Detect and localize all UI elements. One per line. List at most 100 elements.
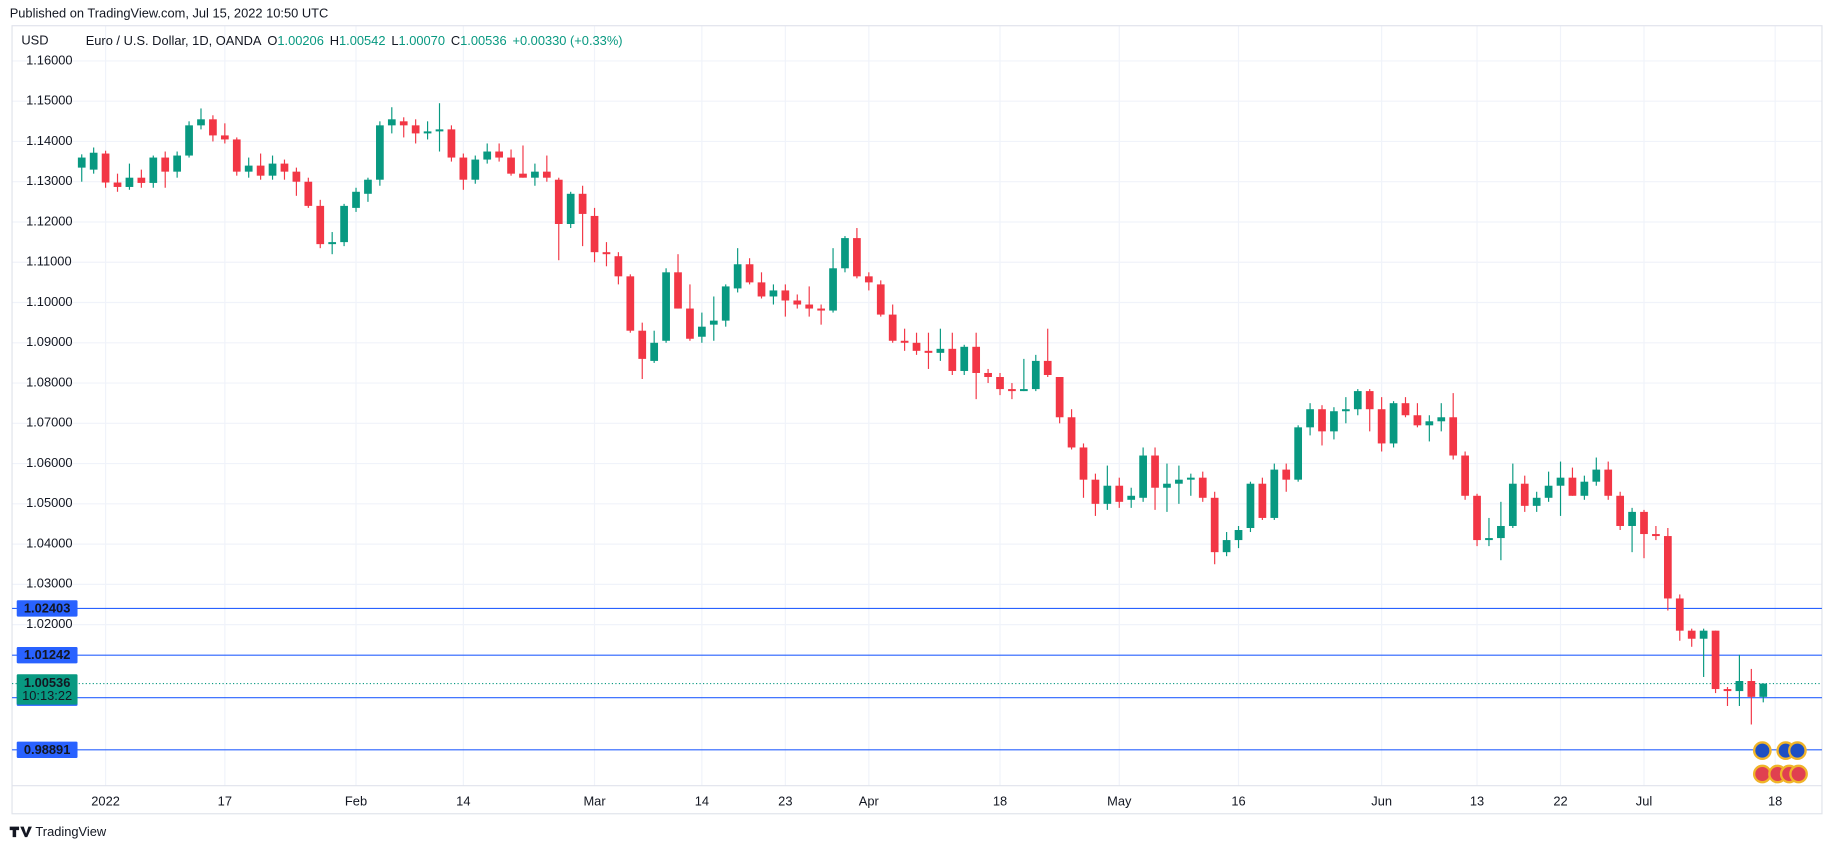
candle-body (220, 135, 229, 140)
candle-body (1151, 455, 1159, 488)
candle-body (161, 157, 170, 172)
candle-body (1532, 497, 1541, 506)
candle-body (769, 290, 778, 297)
currency-label: USD (21, 32, 48, 47)
candle-body (89, 152, 98, 170)
candle-body (1497, 525, 1505, 539)
candle-body (447, 129, 456, 158)
candle-body (399, 121, 408, 126)
candle-body (1520, 483, 1529, 506)
candle-body (495, 151, 503, 158)
x-tick-label: 2022 (91, 793, 120, 808)
candle-body (745, 264, 754, 283)
x-tick-label: 22 (1553, 793, 1567, 808)
y-tick-label: 1.04000 (26, 535, 72, 550)
candle-body (1306, 409, 1314, 428)
candle-body (316, 205, 325, 245)
candle-body (101, 153, 110, 183)
candle-body (113, 182, 122, 187)
y-tick-label: 1.10000 (26, 294, 72, 309)
candle-body (1294, 427, 1303, 480)
candle-body (542, 171, 551, 178)
candle-body (1628, 511, 1636, 526)
candle-layer (77, 103, 1768, 725)
candle-body (996, 377, 1004, 390)
candle-body (1652, 534, 1660, 537)
x-tick-label: 14 (456, 793, 470, 808)
event-icon (1752, 741, 1772, 760)
candle-body (1353, 391, 1362, 410)
candle-body (853, 238, 861, 277)
candle-body (1091, 479, 1100, 504)
candle-body (411, 125, 420, 134)
candle-body (340, 205, 348, 243)
candle-body (1175, 479, 1183, 484)
candle-body (1222, 540, 1231, 553)
candle-body (554, 179, 563, 224)
candle-body (1616, 495, 1625, 526)
candle-body (149, 157, 158, 183)
candle-body (1759, 683, 1768, 697)
candle-body (614, 256, 623, 277)
candle-body (864, 276, 873, 283)
candle-body (1139, 455, 1147, 498)
candle-body (662, 272, 670, 341)
price-line-tag (16, 646, 78, 664)
candle-body (1711, 630, 1720, 690)
price-line-label: 1.01242 (24, 647, 70, 662)
candle-body (1008, 389, 1016, 392)
candle-body (876, 284, 885, 315)
legend-value: 1.00542 (339, 33, 385, 48)
candle-body (1389, 403, 1398, 444)
candle-body (1067, 417, 1076, 448)
candle-body (1699, 630, 1708, 639)
candle-body (960, 346, 969, 371)
y-tick-label: 1.05000 (26, 495, 72, 510)
candle-body (1377, 409, 1386, 444)
lines-layer (12, 607, 1822, 751)
candle-body (531, 171, 539, 178)
event-icon (1788, 741, 1807, 760)
grid-layer (12, 25, 1822, 786)
candle-body (924, 350, 933, 353)
candle-body (1461, 455, 1469, 496)
candle-body (590, 215, 599, 253)
candle-body (1031, 360, 1040, 390)
x-tick-label: Jun (1371, 793, 1392, 808)
candle-body (1270, 469, 1279, 518)
candle-body (387, 119, 396, 126)
x-tick-label: 23 (778, 793, 792, 808)
candle-body (1342, 409, 1350, 412)
candle-body (698, 326, 706, 337)
candle-body (77, 157, 86, 168)
candle-body (328, 242, 337, 245)
candle-body (1449, 417, 1458, 456)
candle-body (1640, 511, 1648, 535)
candle-body (125, 177, 134, 187)
legend: Euro / U.S. Dollar, 1D, OANDA O1.00206 H1.… (86, 33, 623, 48)
y-tick-label: 1.14000 (26, 133, 72, 148)
candle-body (1723, 689, 1732, 692)
candle-body (137, 177, 146, 183)
candle-body (841, 238, 849, 269)
x-tick-label: 18 (993, 793, 1007, 808)
candle-body (1163, 483, 1171, 488)
price-line-tag (16, 600, 78, 617)
event-icon (1789, 764, 1808, 784)
y-tick-label: 1.03000 (26, 576, 72, 591)
candle-body (1544, 485, 1553, 498)
candle-body (1473, 495, 1481, 541)
candle-body (1556, 477, 1565, 486)
candle-body (888, 314, 897, 341)
candle-body (686, 308, 694, 339)
legend-key: C (451, 33, 460, 48)
candle-body (972, 346, 981, 373)
legend-key: L (391, 33, 398, 48)
candle-body (757, 282, 766, 297)
candle-body (829, 268, 837, 311)
last-price-tag (16, 674, 78, 705)
candle-body (984, 372, 992, 378)
